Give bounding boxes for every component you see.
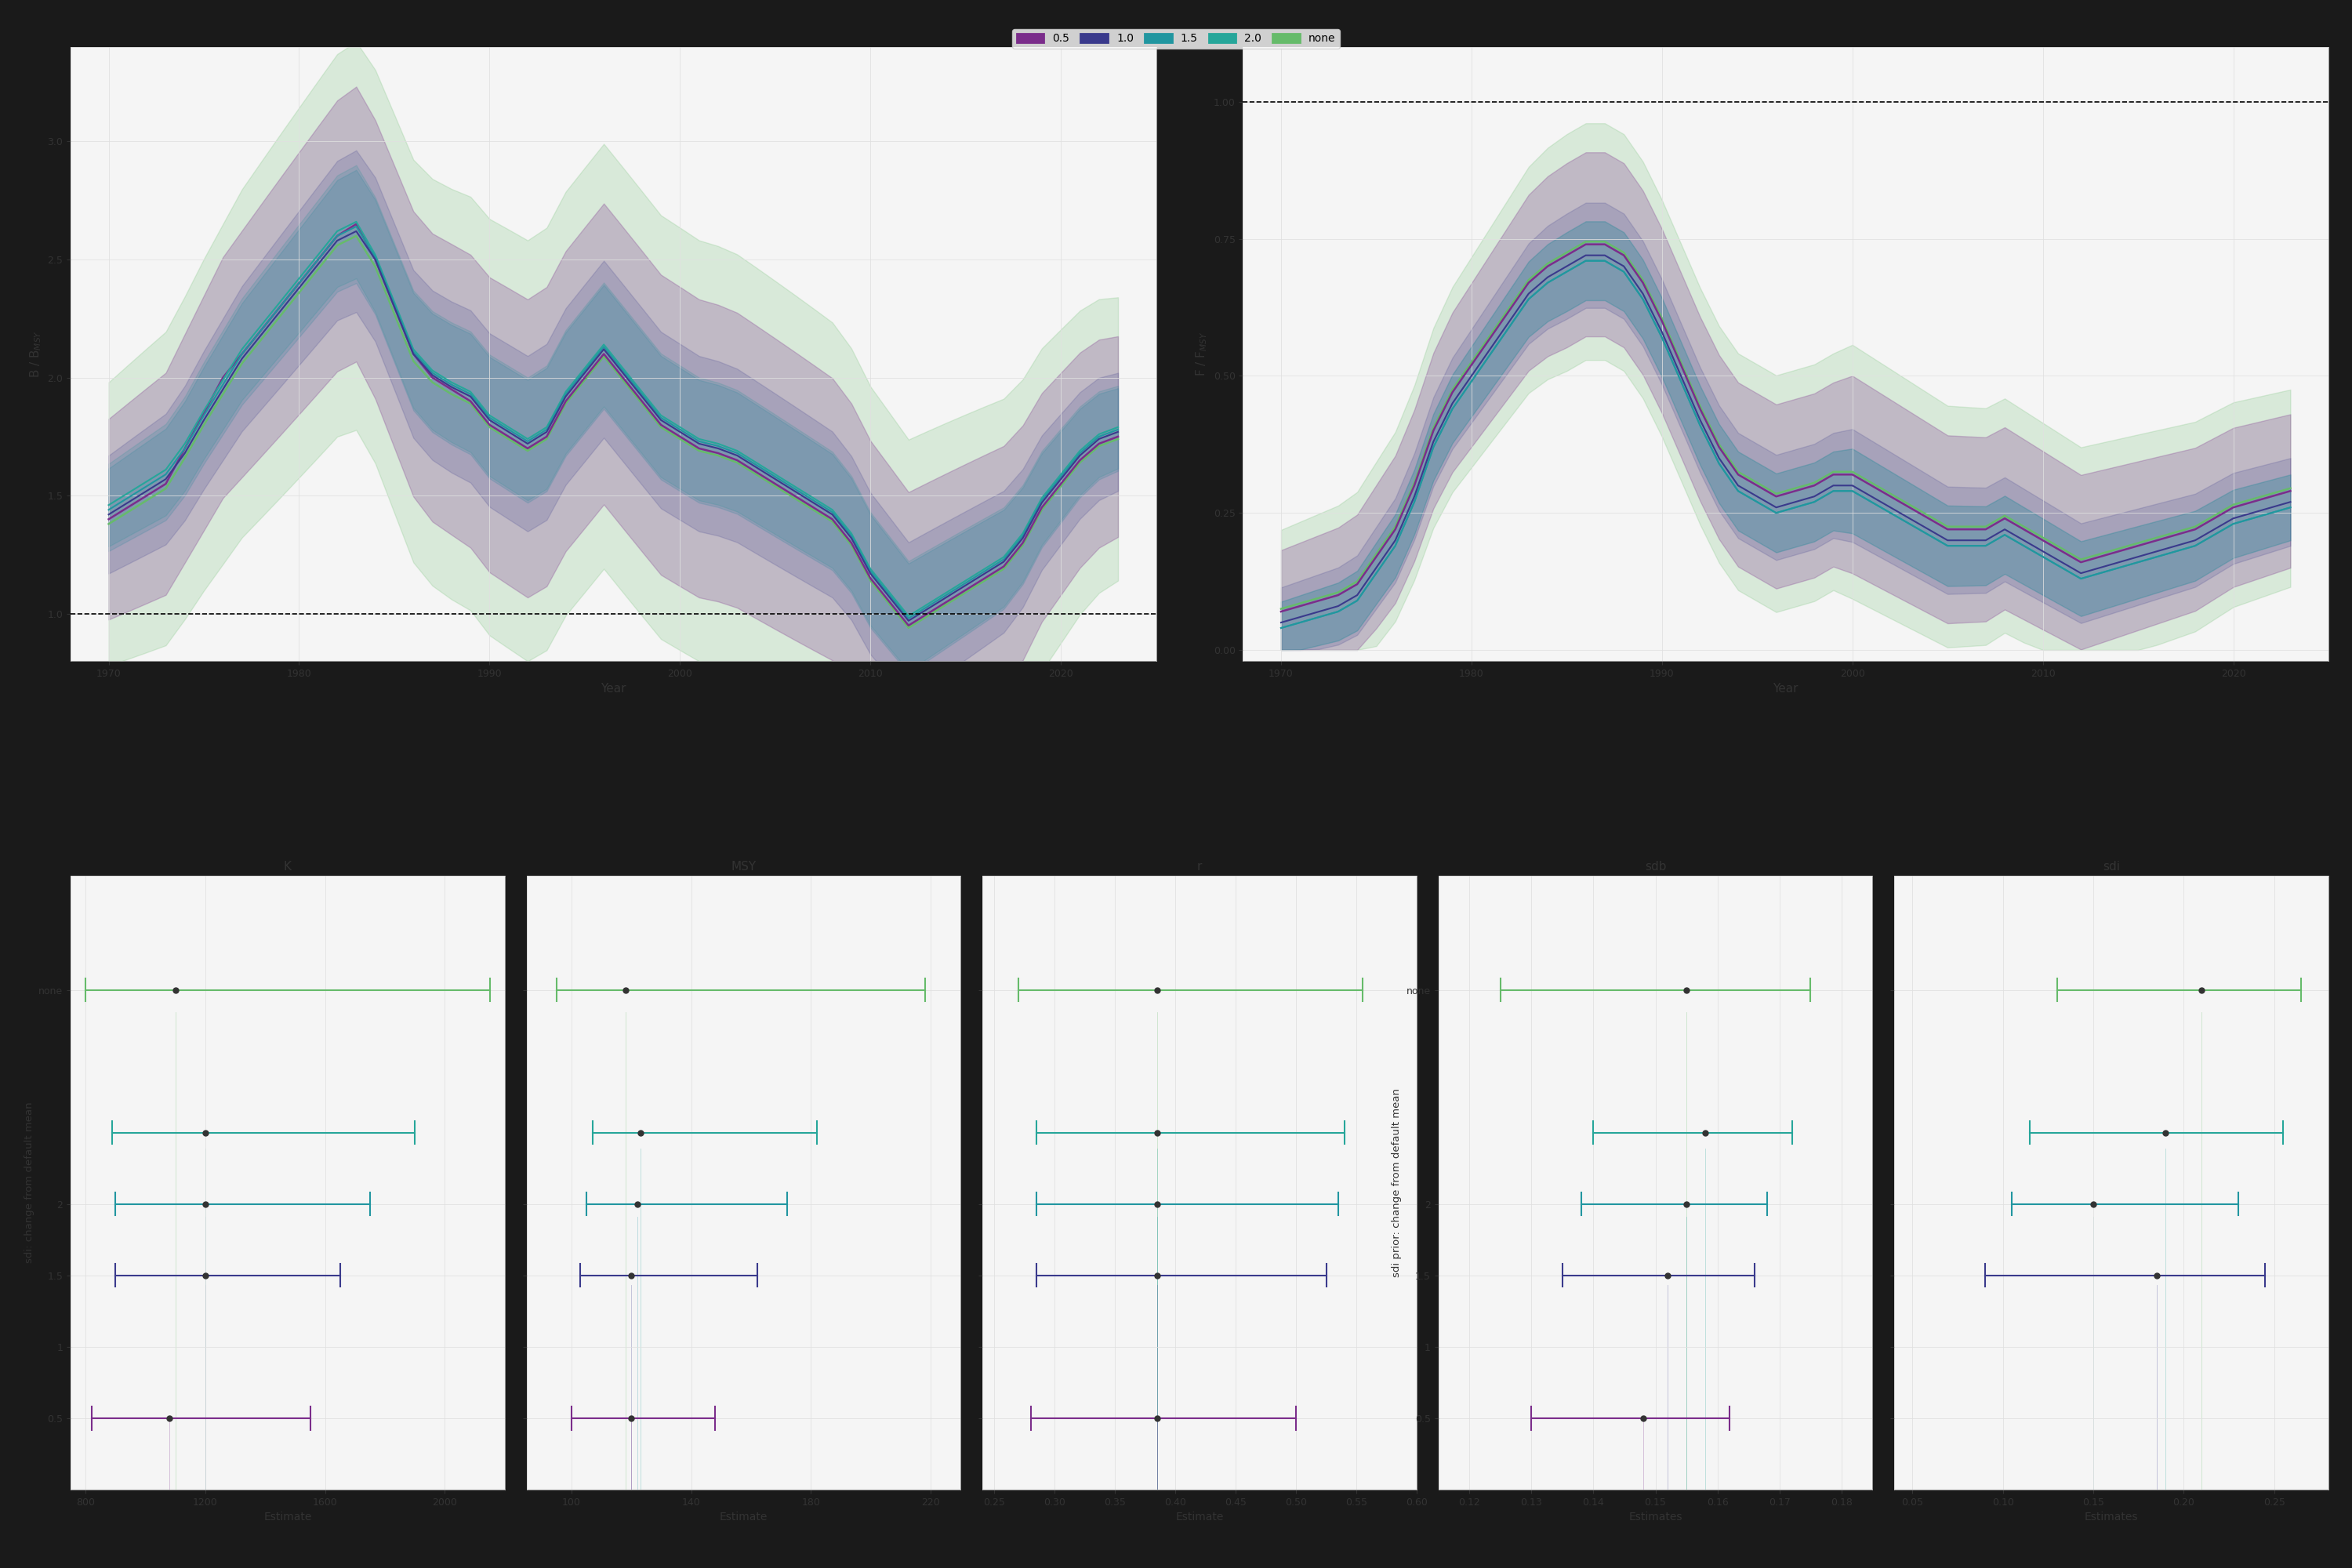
X-axis label: Estimates: Estimates [2084, 1512, 2138, 1523]
X-axis label: Year: Year [1773, 684, 1799, 695]
Y-axis label: F / F$_{MSY}$: F / F$_{MSY}$ [1195, 331, 1209, 376]
Y-axis label: sdi: change from default mean: sdi: change from default mean [24, 1102, 35, 1264]
Title: K: K [285, 861, 292, 873]
Title: r: r [1197, 861, 1202, 873]
X-axis label: Estimates: Estimates [1628, 1512, 1682, 1523]
Title: sdi: sdi [2103, 861, 2119, 873]
Title: sdb: sdb [1644, 861, 1665, 873]
X-axis label: Estimate: Estimate [1176, 1512, 1223, 1523]
Y-axis label: sdi prior: change from default mean: sdi prior: change from default mean [1392, 1088, 1402, 1278]
Title: MSY: MSY [731, 861, 757, 873]
X-axis label: Estimate: Estimate [263, 1512, 313, 1523]
Y-axis label: B / B$_{MSY}$: B / B$_{MSY}$ [28, 329, 42, 378]
Legend: 0.5, 1.0, 1.5, 2.0, none: 0.5, 1.0, 1.5, 2.0, none [1011, 28, 1341, 49]
X-axis label: Year: Year [600, 684, 626, 695]
X-axis label: Estimate: Estimate [720, 1512, 767, 1523]
